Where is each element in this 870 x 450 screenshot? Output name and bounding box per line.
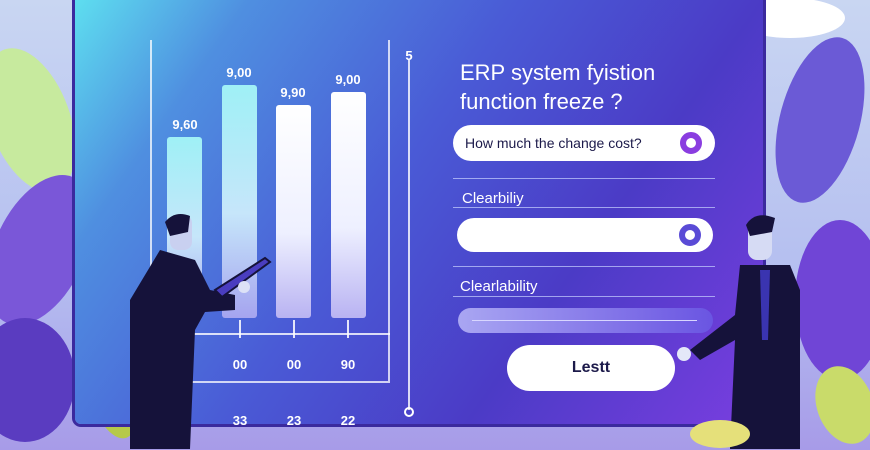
radio-icon[interactable]: [679, 224, 701, 246]
axis-label: 00: [286, 357, 302, 372]
divider: [453, 178, 715, 179]
axis-label: 90: [340, 357, 356, 372]
chart-bar: [276, 105, 311, 318]
divider: [453, 207, 715, 208]
field-label: Clearlability: [460, 278, 538, 295]
axis-tick: [239, 320, 241, 338]
man-with-tablet: [130, 214, 272, 449]
slider-bar[interactable]: [458, 308, 713, 333]
axis-label: 00: [232, 357, 248, 372]
bottom-label: 23: [286, 413, 302, 428]
bar-value-label: 9,60: [172, 117, 198, 132]
scale-handle[interactable]: [404, 407, 414, 417]
title-line: ERP system fyistion: [460, 60, 656, 85]
slider-track: [472, 320, 697, 321]
bottom-label: 33: [232, 413, 248, 428]
chart-frame: [150, 40, 390, 383]
title-line: function freeze ?: [460, 89, 623, 114]
radio-icon[interactable]: [680, 132, 702, 154]
bar-value-label: 9,90: [280, 85, 306, 100]
question-field[interactable]: How much the change cost?: [453, 125, 715, 161]
coin: [690, 420, 750, 448]
divider: [453, 296, 715, 297]
scale-top-label: 5: [405, 48, 413, 63]
chart-bar: [331, 92, 366, 318]
axis-tick: [293, 320, 295, 338]
chart-baseline: [150, 333, 390, 335]
field-label: Clearbiliy: [462, 190, 524, 207]
question-text: How much the change cost?: [465, 135, 642, 151]
form-title: ERP system fyistion function freeze ?: [460, 58, 740, 116]
bottom-label: 22: [340, 413, 356, 428]
bar-value-label: 9,00: [335, 72, 361, 87]
bar-value-label: 9,00: [226, 65, 252, 80]
axis-tick: [347, 320, 349, 338]
text-field[interactable]: [457, 218, 713, 252]
divider: [453, 266, 715, 267]
man-pointing: [677, 215, 800, 449]
scale-line: [408, 60, 410, 410]
submit-button[interactable]: Lestt: [507, 345, 675, 391]
